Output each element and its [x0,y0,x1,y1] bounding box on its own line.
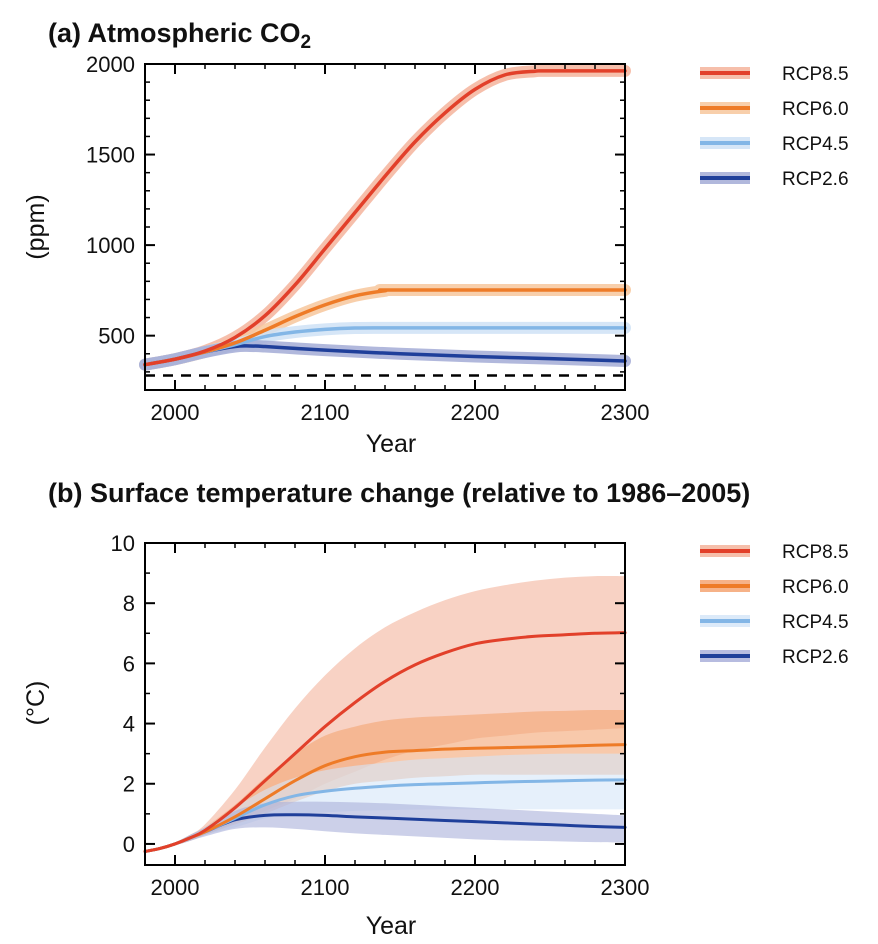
panel-b-xtick-label-2000: 2000 [151,875,200,900]
panel-b-ylabel: (°C) [22,681,50,726]
panel-a-title: (a) Atmospheric CO2 [48,18,311,53]
panel-b-ytick-label-0: 0 [123,832,135,857]
panel-a-legend-item-rcp45: RCP4.5 [700,134,849,155]
panel-a-line-rcp85 [143,69,627,367]
panel-a-legend-item-rcp85: RCP8.5 [700,64,849,85]
panel-b-bands [145,575,625,853]
panel-b-legend: RCP8.5 RCP6.0 RCP4.5 RCP2.6 [700,542,849,668]
panel-a-title-subscript: 2 [301,32,312,53]
panel-a-legend: RCP8.5 RCP6.0 RCP4.5 RCP2.6 [700,64,849,190]
panel-b-ticks: 2000 2100 2200 2300 0 2 4 6 8 10 [111,531,650,900]
panel-b-xlabel: Year [366,912,417,940]
panel-a-legend-item-rcp26: RCP2.6 [700,169,849,190]
panel-a-ytick-label-1000: 1000 [86,233,135,258]
panel-a-legend-label-rcp60: RCP6.0 [782,99,849,120]
panel-b-ytick-label-6: 6 [123,651,135,676]
panel-b-legend-item-rcp45: RCP4.5 [700,612,849,633]
panel-b-lines [143,631,627,853]
panel-b-title: (b) Surface temperature change (relative… [48,478,750,508]
panel-b-xtick-label-2300: 2300 [601,875,650,900]
panel-a-ytick-label-1500: 1500 [86,143,135,168]
panel-a-legend-item-rcp60: RCP6.0 [700,99,849,120]
panel-a-co2: (a) Atmospheric CO2 2000 2100 2200 2300 500 1… [22,18,849,458]
panel-b-legend-label-rcp26: RCP2.6 [782,647,849,668]
panel-b-ytick-label-8: 8 [123,591,135,616]
panel-a-line-halo-rcp85 [139,64,631,371]
panel-a-ytick-label-2000: 2000 [86,52,135,77]
panel-b-line-rcp85 [143,631,627,853]
panel-a-legend-label-rcp26: RCP2.6 [782,169,849,190]
panel-b-legend-label-rcp45: RCP4.5 [782,612,849,633]
panel-a-xtick-label-2000: 2000 [151,400,200,425]
panel-a-xlabel: Year [366,430,417,458]
panel-b-legend-item-rcp26: RCP2.6 [700,647,849,668]
panel-b-legend-label-rcp60: RCP6.0 [782,577,849,598]
panel-b-ytick-label-4: 4 [123,712,135,737]
panel-b-xtick-label-2200: 2200 [451,875,500,900]
panel-a-lines [139,64,631,371]
panel-a-ytick-label-500: 500 [98,324,135,349]
panel-a-ylabel: (ppm) [22,194,50,259]
panel-a-xtick-label-2300: 2300 [601,400,650,425]
panel-b-legend-item-rcp60: RCP6.0 [700,577,849,598]
panel-a-ticks: 2000 2100 2200 2300 500 1000 1500 2000 [86,52,649,425]
panel-b-legend-item-rcp85: RCP8.5 [700,542,849,563]
panel-b-band-rcp45 [145,753,625,853]
panel-b-band-rcp60 [145,709,625,853]
panel-b-ytick-label-10: 10 [111,531,135,556]
panel-a-legend-label-rcp45: RCP4.5 [782,134,849,155]
panel-a-xtick-label-2100: 2100 [301,400,350,425]
panel-b-legend-label-rcp85: RCP8.5 [782,542,849,563]
panel-b-xtick-label-2100: 2100 [301,875,350,900]
panel-b-temperature: (b) Surface temperature change (relative… [22,478,849,940]
panel-b-ytick-label-2: 2 [123,772,135,797]
panel-a-legend-label-rcp85: RCP8.5 [782,64,849,85]
panel-a-xtick-label-2200: 2200 [451,400,500,425]
